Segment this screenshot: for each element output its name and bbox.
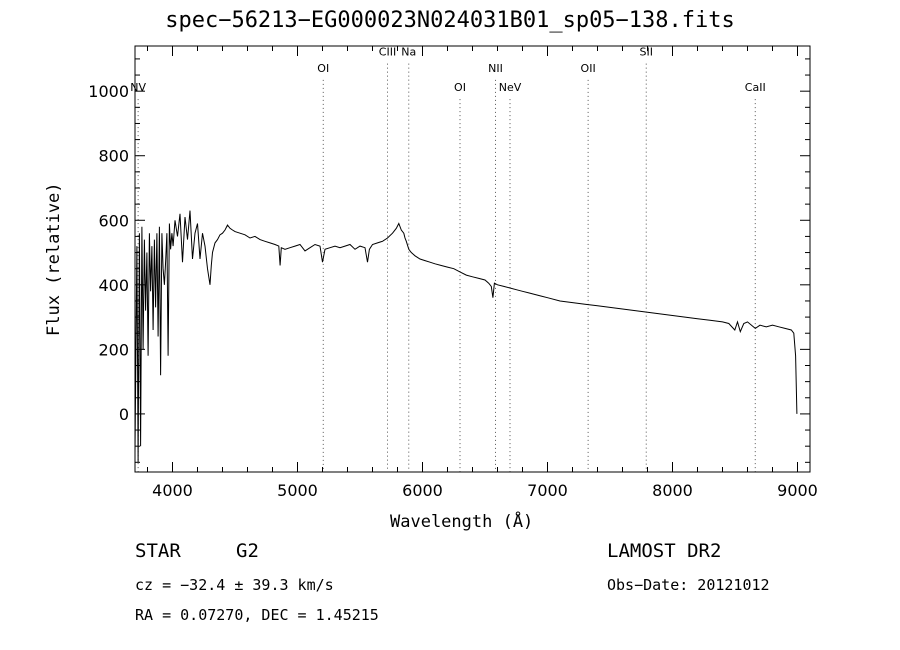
x-tick-label: 7000 xyxy=(527,481,568,500)
redshift-velocity: cz = −32.4 ± 39.3 km/s xyxy=(135,576,334,594)
y-tick-label: 1000 xyxy=(88,82,129,101)
spectral-line-label: OII xyxy=(581,62,596,75)
y-tick-label: 0 xyxy=(119,405,129,424)
spectral-line-label: NeV xyxy=(499,81,522,94)
x-tick-label: 9000 xyxy=(777,481,818,500)
survey-name: LAMOST DR2 xyxy=(607,540,722,562)
sky-coordinates: RA = 0.07270, DEC = 1.45215 xyxy=(135,606,379,624)
spectral-line-label: OI xyxy=(454,81,466,94)
y-tick-label: 800 xyxy=(98,147,129,166)
spectrum-line xyxy=(134,210,798,463)
spectral-line-label: NV xyxy=(130,81,146,94)
spectrum-series xyxy=(134,210,798,463)
spectral-line-label: CaII xyxy=(745,81,766,94)
line-markers: NV OI CIII Na OI NII NeV OII SII CaII xyxy=(130,46,766,472)
spectral-line-label: SII xyxy=(640,46,653,59)
axes: 4000 5000 6000 7000 8000 9000 0 200 400 600 800 100… xyxy=(88,46,818,500)
x-tick-label: 4000 xyxy=(152,481,193,500)
spectral-line-label: OI xyxy=(317,62,329,75)
y-axis-label: Flux (relative) xyxy=(44,182,64,336)
chart-title: spec−56213−EG000023N024031B01_sp05−138.f… xyxy=(165,8,735,33)
y-tick-label: 200 xyxy=(98,340,129,359)
object-subclass: G2 xyxy=(236,540,259,562)
plot-frame xyxy=(134,45,811,473)
spectral-line-label: CIII xyxy=(379,46,396,59)
spectral-line-label: NII xyxy=(488,62,503,75)
object-type: STAR xyxy=(135,540,181,562)
y-tick-label: 600 xyxy=(98,211,129,230)
observation-date: Obs−Date: 20121012 xyxy=(607,576,770,594)
x-tick-label: 6000 xyxy=(402,481,443,500)
y-tick-label: 400 xyxy=(98,276,129,295)
x-axis-label: Wavelength (Å) xyxy=(390,512,534,532)
spectral-line-label: Na xyxy=(401,46,416,59)
x-tick-label: 5000 xyxy=(277,481,318,500)
x-tick-label: 8000 xyxy=(652,481,693,500)
